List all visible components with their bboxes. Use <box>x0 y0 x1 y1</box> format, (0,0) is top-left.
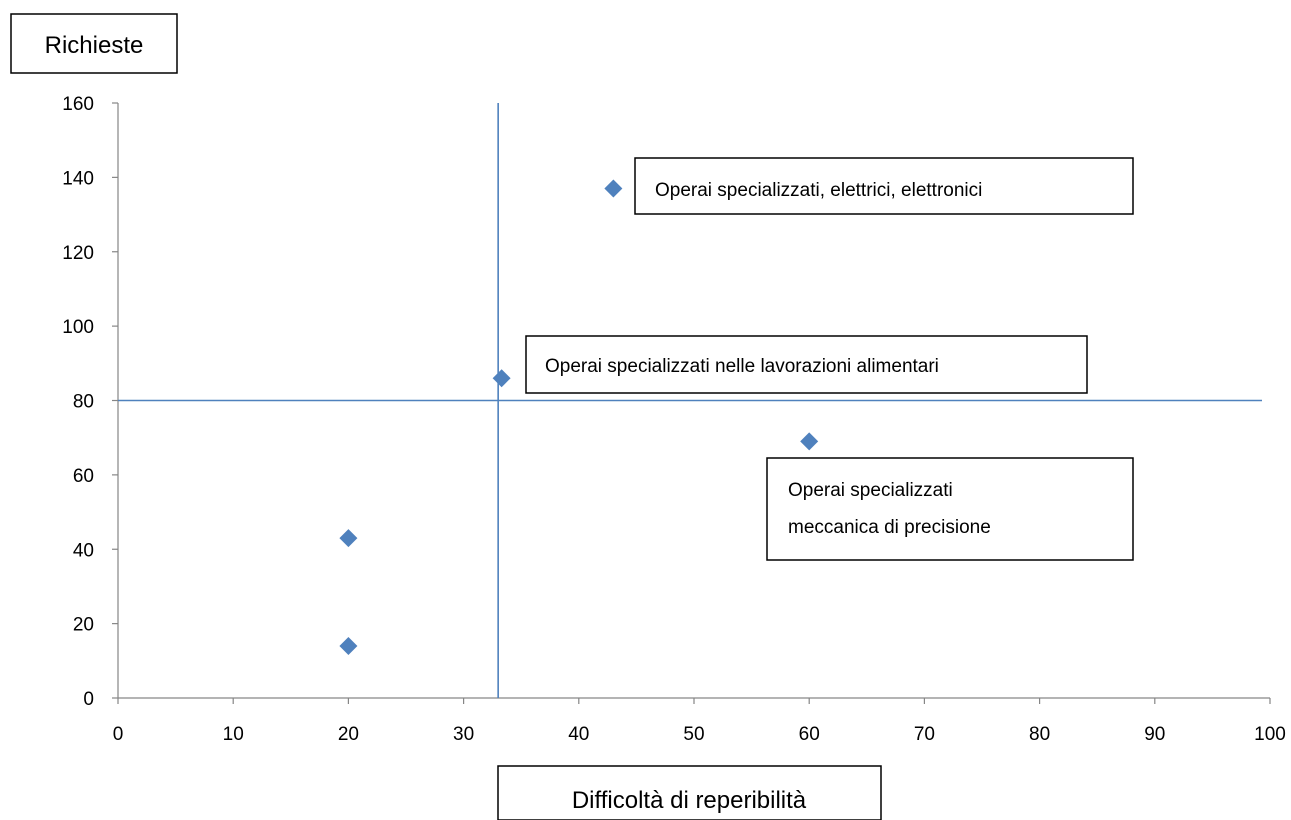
y-tick-label: 100 <box>62 317 94 338</box>
y-tick-label: 160 <box>62 94 94 115</box>
reference-lines <box>118 103 1262 698</box>
y-tick-label: 140 <box>62 168 94 189</box>
annotation-elettrici-text: Operai specializzati, elettrici, elettro… <box>655 180 982 201</box>
x-tick-label: 70 <box>914 724 935 745</box>
data-points <box>339 179 819 655</box>
data-point-diamond <box>492 369 511 388</box>
data-point-diamond <box>604 179 623 198</box>
y-tick-label: 80 <box>73 392 94 413</box>
x-tick-label: 50 <box>683 724 704 745</box>
x-ticks: 0 10 20 30 40 50 60 70 80 90 100 <box>113 698 1286 745</box>
y-tick-label: 40 <box>73 540 94 561</box>
annotation-meccanica-line2: meccanica di precisione <box>788 517 991 538</box>
x-axis-title-box: Difficoltà di reperibilità <box>497 765 882 820</box>
x-tick-label: 100 <box>1254 724 1286 745</box>
data-point-diamond <box>800 432 819 451</box>
y-tick-label: 60 <box>73 466 94 487</box>
annotation-alimentari: Operai specializzati nelle lavorazioni a… <box>525 335 1088 394</box>
x-tick-label: 0 <box>113 724 124 745</box>
x-tick-label: 40 <box>568 724 589 745</box>
y-tick-label: 20 <box>73 615 94 636</box>
y-axis-title-box: Richieste <box>10 13 178 74</box>
annotation-meccanica-line1: Operai specializzati <box>788 480 953 501</box>
x-tick-label: 20 <box>338 724 359 745</box>
x-tick-label: 90 <box>1144 724 1165 745</box>
annotation-alimentari-text: Operai specializzati nelle lavorazioni a… <box>545 356 939 377</box>
annotation-meccanica: Operai specializzati meccanica di precis… <box>766 457 1134 561</box>
x-tick-label: 30 <box>453 724 474 745</box>
annotation-elettrici: Operai specializzati, elettrici, elettro… <box>634 157 1134 215</box>
x-tick-label: 80 <box>1029 724 1050 745</box>
x-tick-label: 10 <box>223 724 244 745</box>
x-tick-label: 60 <box>799 724 820 745</box>
data-point-diamond <box>339 529 358 548</box>
y-ticks: 0 20 40 60 80 100 120 140 160 <box>62 94 118 710</box>
data-point-diamond <box>339 636 358 655</box>
x-axis-title: Difficoltà di reperibilità <box>572 787 807 814</box>
y-axis-title: Richieste <box>45 32 144 59</box>
y-tick-label: 0 <box>83 689 94 710</box>
y-tick-label: 120 <box>62 243 94 264</box>
